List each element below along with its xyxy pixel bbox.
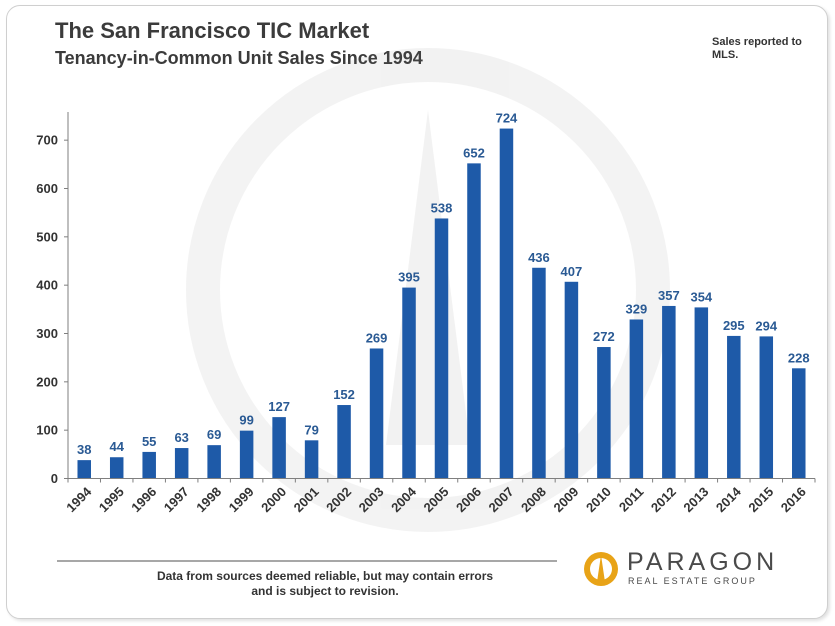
data-label-2002: 152 [333, 387, 355, 402]
bar-1995 [109, 457, 124, 479]
bar-2016 [792, 368, 806, 479]
y-tick-label: 100 [36, 423, 58, 438]
bar-2000 [272, 417, 286, 479]
bar-1997 [174, 448, 189, 479]
x-tick-label-2010: 2010 [583, 484, 614, 515]
bar-2008 [532, 267, 546, 479]
x-tick-label-1995: 1995 [96, 484, 127, 515]
paragon-logo-mark-icon [584, 552, 618, 586]
disclaimer-line-1: Data from sources deemed reliable, but m… [156, 569, 494, 583]
x-tick-label-2015: 2015 [745, 484, 776, 515]
bar-2011 [629, 319, 644, 479]
bar-2014 [727, 335, 741, 479]
data-label-1998: 69 [207, 427, 221, 442]
data-label-2007: 724 [496, 111, 518, 126]
data-label-2000: 127 [268, 399, 290, 414]
x-tick-label-2000: 2000 [258, 484, 289, 515]
data-label-2006: 652 [463, 145, 485, 160]
chart-frame [6, 5, 828, 619]
bar-1994 [77, 460, 91, 479]
data-labels: 38 44 55 63 69 99 127 79 152 269 395 538 652 724 436 40… [77, 111, 810, 458]
bar-2001 [304, 440, 319, 479]
x-tick-label-2011: 2011 [616, 484, 647, 515]
data-label-2005: 538 [431, 200, 453, 215]
bar-2004 [402, 287, 416, 479]
watermark-logo [186, 48, 670, 532]
y-tick-label: 400 [36, 278, 58, 293]
bar-1999 [239, 430, 254, 479]
data-label-2003: 269 [366, 330, 388, 345]
x-tick-label-2013: 2013 [680, 484, 711, 515]
y-tick-label: 300 [36, 326, 58, 341]
data-label-2008: 436 [528, 250, 550, 265]
bar-2006 [467, 163, 481, 479]
x-tick-label-2012: 2012 [648, 484, 679, 515]
bar-2002 [337, 405, 351, 479]
x-tick-label-1999: 1999 [226, 484, 257, 515]
x-tick-label-2014: 2014 [713, 483, 745, 515]
bars [77, 128, 806, 479]
bar-1998 [207, 445, 221, 479]
bar-2005 [434, 218, 449, 479]
bar-2003 [369, 348, 384, 479]
bar-1996 [142, 451, 156, 479]
y-tick-label: 500 [36, 229, 58, 244]
bar-2013 [694, 307, 709, 479]
bar-2009 [564, 281, 579, 479]
data-label-2010: 272 [593, 329, 615, 344]
chart-subtitle: Tenancy-in-Common Unit Sales Since 1994 [55, 48, 423, 68]
data-label-2009: 407 [561, 264, 583, 279]
bar-2015 [759, 336, 774, 479]
disclaimer: Data from sources deemed reliable, but m… [125, 569, 525, 599]
bar-2010 [597, 347, 611, 479]
x-tick-label-1997: 1997 [161, 484, 192, 515]
x-tick-label-1998: 1998 [193, 484, 224, 515]
data-label-2016: 228 [788, 350, 810, 365]
data-label-2001: 79 [304, 422, 318, 437]
data-label-2012: 357 [658, 288, 680, 303]
data-label-1996: 55 [142, 434, 156, 449]
bar-2012 [662, 305, 676, 479]
bar-2007 [499, 128, 514, 479]
source-note: Sales reported to MLS. [712, 36, 802, 61]
y-tick-label: 200 [36, 374, 58, 389]
x-tick-label-2016: 2016 [778, 484, 809, 515]
y-tick-label: 0 [51, 471, 58, 486]
data-label-1995: 44 [109, 439, 124, 454]
y-tick-label: 700 [36, 133, 58, 148]
y-tick-label: 600 [36, 181, 58, 196]
data-label-1994: 38 [77, 442, 91, 457]
paragon-logo: PARAGON REAL ESTATE GROUP [582, 548, 792, 590]
data-label-1997: 63 [174, 430, 188, 445]
y-axis: 0 100 200 300 400 500 600 700 [36, 112, 69, 486]
data-label-2004: 395 [398, 270, 420, 285]
x-tick-label-1994: 1994 [63, 483, 95, 515]
data-label-2015: 294 [755, 318, 777, 333]
data-label-2013: 354 [690, 289, 712, 304]
data-label-2011: 329 [626, 301, 648, 316]
logo-tagline: REAL ESTATE GROUP [628, 576, 757, 586]
logo-name: PARAGON [627, 548, 779, 576]
data-label-2014: 295 [723, 318, 745, 333]
chart-title: The San Francisco TIC Market [55, 18, 370, 43]
x-tick-label-1996: 1996 [128, 484, 159, 515]
footer-divider [57, 560, 557, 562]
disclaimer-line-2: and is subject to revision. [251, 584, 399, 598]
data-label-1999: 99 [239, 413, 253, 428]
